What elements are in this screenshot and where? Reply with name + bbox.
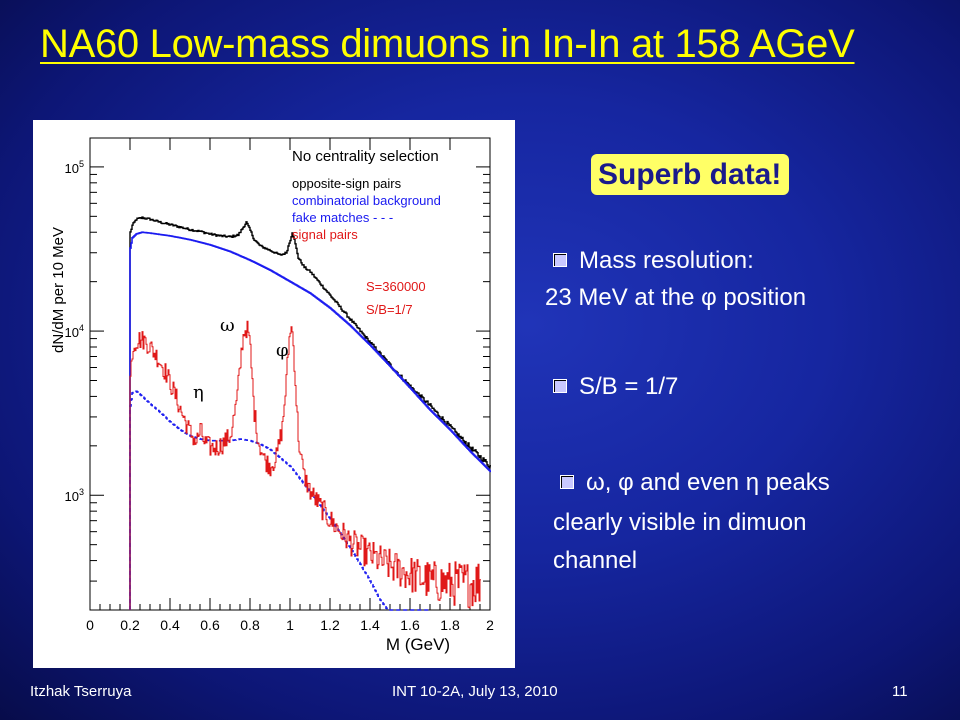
- y-tick-label: 104: [65, 323, 84, 340]
- bullet-peaks-line3: channel: [553, 547, 638, 574]
- x-tick-label: 0.8: [240, 617, 260, 633]
- y-tick-exponent: 4: [79, 323, 84, 333]
- x-tick-label: 2: [486, 617, 494, 633]
- bullet-mass-resolution-line2: 23 MeV at the φ position: [545, 284, 807, 311]
- bullet-box-icon: [553, 253, 567, 267]
- y-tick-base: 10: [65, 325, 79, 340]
- bullet-box-icon: [553, 379, 567, 393]
- superb-data-badge: Superb data!: [591, 154, 790, 195]
- y-tick-exponent: 3: [79, 487, 84, 497]
- series-line-combinatorial-background: [129, 231, 491, 610]
- annotation-signal-count: S=360000: [366, 279, 426, 294]
- y-tick-label: 103: [65, 487, 84, 504]
- bullet-sb-ratio: S/B = 1/7: [553, 372, 678, 402]
- legend-fake-matches-label: fake matches: [292, 210, 370, 225]
- legend-entry-opposite-sign: opposite-sign pairs: [292, 176, 402, 191]
- y-tick-exponent: 5: [79, 159, 84, 169]
- bullet-peaks-line2: clearly visible in dimuon: [553, 509, 807, 536]
- plot-frame: [89, 137, 491, 611]
- bullet-box-icon: [560, 475, 574, 489]
- bullet-peaks: ω, φ and even η peaks: [560, 468, 830, 498]
- slide-title: NA60 Low-mass dimuons in In-In at 158 AG…: [40, 22, 855, 66]
- annotation-phi: φ: [276, 340, 289, 361]
- annotation-omega: ω: [220, 315, 235, 336]
- footer-author: Itzhak Tserruya: [30, 683, 132, 700]
- annotation-signal-bkg: S/B=1/7: [366, 302, 413, 317]
- legend-title: No centrality selection: [292, 148, 439, 165]
- x-tick-label: 0.6: [200, 617, 220, 633]
- legend-fake-matches-dash: - - -: [369, 210, 393, 225]
- y-tick-base: 10: [65, 489, 79, 504]
- x-tick-label: 1.2: [320, 617, 340, 633]
- y-tick-base: 10: [65, 161, 79, 176]
- legend-entry-fake-matches: fake matches - - -: [292, 210, 393, 225]
- x-tick-label: 1: [286, 617, 294, 633]
- x-tick-label: 1.4: [360, 617, 380, 633]
- x-tick-label: 1.8: [440, 617, 460, 633]
- x-tick-label: 0.2: [120, 617, 140, 633]
- x-axis-title: M (GeV): [386, 635, 450, 654]
- series-line-fake-matches: [129, 390, 431, 611]
- bullet-sb-ratio-text: S/B = 1/7: [579, 373, 679, 400]
- y-tick-label: 105: [65, 159, 84, 176]
- x-tick-label: 1.6: [400, 617, 420, 633]
- legend-entry-combinatorial: combinatorial background: [292, 193, 441, 208]
- y-axis-title: dN/dM per 10 MeV: [50, 227, 67, 353]
- series-curves: [129, 216, 491, 611]
- legend-entry-signal-pairs: signal pairs: [292, 227, 358, 242]
- x-tick-label: 0.4: [160, 617, 180, 633]
- series-line-opposite-sign-pairs: [129, 216, 491, 610]
- bullet-mass-resolution: Mass resolution:: [553, 246, 754, 276]
- footer-page-number: 11: [892, 683, 908, 700]
- footer-event: INT 10-2A, July 13, 2010: [392, 683, 558, 700]
- series-line-signal-pairs: [129, 320, 481, 610]
- annotation-eta: η: [193, 382, 204, 403]
- bullet-mass-resolution-line1: Mass resolution:: [579, 247, 754, 274]
- x-tick-label: 0: [86, 617, 94, 633]
- dimuon-mass-spectrum-chart: 0 0.2 0.4 0.6 0.8 1 1.2 1.4 1.6 1.8 2 103 104 105 dN/…: [33, 120, 515, 668]
- bullet-peaks-line1: ω, φ and even η peaks: [586, 469, 830, 496]
